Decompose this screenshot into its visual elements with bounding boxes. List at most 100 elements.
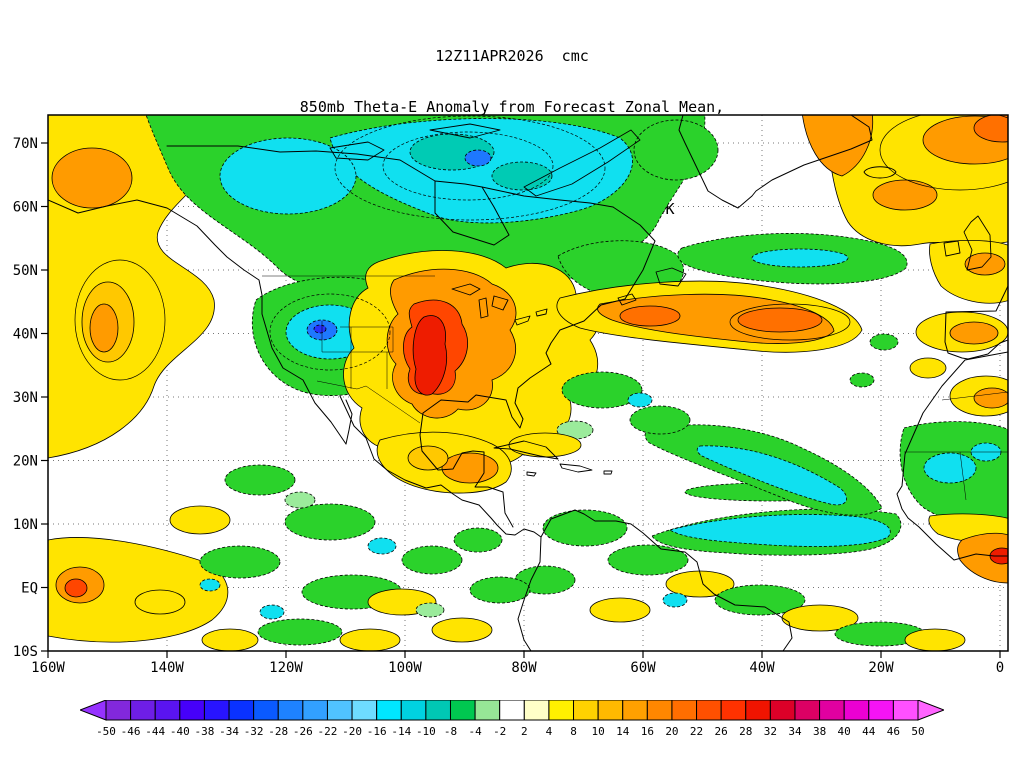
colorbar-cell <box>499 700 525 721</box>
shading-region-morocco <box>849 311 1008 417</box>
y-axis-label: 10N <box>13 517 38 533</box>
plot-frame: 160W 140W 120W 100W 80W 60W 40W 20W 0 70N 60N 50N 4… <box>13 114 1009 676</box>
shading-region-natl-band <box>677 233 908 285</box>
colorbar-label: 38 <box>813 725 826 738</box>
colorbar-cell <box>843 700 870 721</box>
colorbar-label: 46 <box>887 725 900 738</box>
colorbar-label: 10 <box>591 725 604 738</box>
colorbar-cell <box>105 700 132 721</box>
colorbar-cell <box>548 700 575 721</box>
x-axis-labels: 160W 140W 120W 100W 80W 60W 40W 20W 0 <box>31 660 1004 676</box>
colorbar-cell <box>671 700 698 721</box>
colorbar-label: 2 <box>521 725 528 738</box>
x-axis-label: 20W <box>868 660 894 676</box>
colorbar-cell <box>326 700 353 721</box>
shading-region-south-america <box>514 509 966 651</box>
shading-field <box>48 115 1008 651</box>
colorbar-label: -50 <box>96 725 116 738</box>
colorbar-label: -8 <box>444 725 457 738</box>
colorbar-cell <box>868 700 894 721</box>
colorbar-label: 32 <box>764 725 777 738</box>
colorbar-label: 50 <box>911 725 924 738</box>
colorbar-cell <box>400 700 427 721</box>
colorbar-cell <box>745 700 771 721</box>
y-axis-label: 70N <box>13 136 38 152</box>
colorbar-label: -16 <box>367 725 387 738</box>
colorbar-cell <box>573 700 599 721</box>
colorbar-cell <box>203 700 230 721</box>
colorbar-label: 34 <box>788 725 802 738</box>
y-axis-label: 50N <box>13 263 38 279</box>
colorbar-cell <box>720 700 747 721</box>
title-variable: 850mb Theta-E Anomaly from Forecast Zona… <box>299 98 725 116</box>
y-axis-label: EQ <box>21 581 38 597</box>
colorbar-arrow-left <box>80 700 107 721</box>
colorbar-cell <box>376 700 402 721</box>
coastlines <box>48 115 1008 651</box>
colorbar-label: -26 <box>293 725 313 738</box>
x-axis-label: 80W <box>511 660 537 676</box>
colorbar-label: 14 <box>616 725 630 738</box>
colorbar-cell <box>597 700 624 721</box>
colorbar-cell <box>892 700 919 721</box>
shading-region-caribbean <box>376 431 582 494</box>
shading-region-pacific <box>48 115 229 643</box>
shading-region-ne-atlantic <box>802 115 1008 304</box>
colorbar-label: -44 <box>145 725 165 738</box>
colorbar-label: 28 <box>739 725 752 738</box>
shading-region-sargasso <box>556 371 691 440</box>
y-axis-label: 60N <box>13 200 38 216</box>
shading-region-africa <box>899 421 1008 584</box>
colorbar-label: 8 <box>570 725 577 738</box>
shading-region-itcz <box>651 482 902 556</box>
colorbar: -50 -46 -44 -40 -38 -34 -32 -28 -26 -22 -20 -16 -14-… <box>80 700 944 738</box>
colorbar-cell <box>622 700 648 721</box>
colorbar-label: 44 <box>862 725 876 738</box>
x-axis-label: 160W <box>31 660 65 676</box>
colorbar-label: -38 <box>194 725 214 738</box>
colorbar-cell <box>179 700 205 721</box>
x-axis-label: 100W <box>388 660 422 676</box>
contour-texture <box>74 115 1008 381</box>
colorbar-cell <box>696 700 722 721</box>
colorbar-cell <box>769 700 796 721</box>
colorbar-cell <box>794 700 821 721</box>
y-axis-label: 10S <box>13 644 38 660</box>
x-axis-label: 40W <box>749 660 775 676</box>
title-run: 12Z11APR2026 cmc <box>435 47 589 65</box>
colorbar-arrow-right <box>917 700 944 721</box>
colorbar-cell <box>302 700 328 721</box>
y-axis-labels: 70N 60N 50N 40N 30N 20N 10N EQ 10S <box>13 136 38 660</box>
colorbar-cell <box>253 700 279 721</box>
colorbar-label: -32 <box>244 725 264 738</box>
colorbar-cell <box>351 700 378 721</box>
colorbar-label: -2 <box>493 725 506 738</box>
colorbar-label: -46 <box>121 725 141 738</box>
colorbar-label: -40 <box>170 725 190 738</box>
colorbar-cell <box>130 700 156 721</box>
shading-region-midatl-streak <box>644 424 883 516</box>
colorbar-label: 22 <box>690 725 703 738</box>
colorbar-cell <box>425 700 451 721</box>
y-axis-label: 40N <box>13 327 38 343</box>
colorbar-label: 4 <box>546 725 553 738</box>
y-axis-ticks <box>41 142 48 652</box>
colorbar-cell <box>154 700 181 721</box>
colorbar-cell <box>819 700 845 721</box>
political-borders <box>262 275 1008 501</box>
colorbar-cell <box>277 700 304 721</box>
colorbar-label: -34 <box>219 725 239 738</box>
colorbar-label: 40 <box>838 725 851 738</box>
x-axis-label: 120W <box>269 660 303 676</box>
colorbar-label: -4 <box>468 725 482 738</box>
x-axis-label: 60W <box>630 660 656 676</box>
colorbar-label: -14 <box>391 725 411 738</box>
colorbar-label: -28 <box>268 725 288 738</box>
x-axis-label: 0 <box>996 660 1004 676</box>
colorbar-cell <box>474 700 501 721</box>
colorbar-label: -20 <box>342 725 362 738</box>
y-axis-label: 30N <box>13 390 38 406</box>
colorbar-cell <box>228 700 255 721</box>
